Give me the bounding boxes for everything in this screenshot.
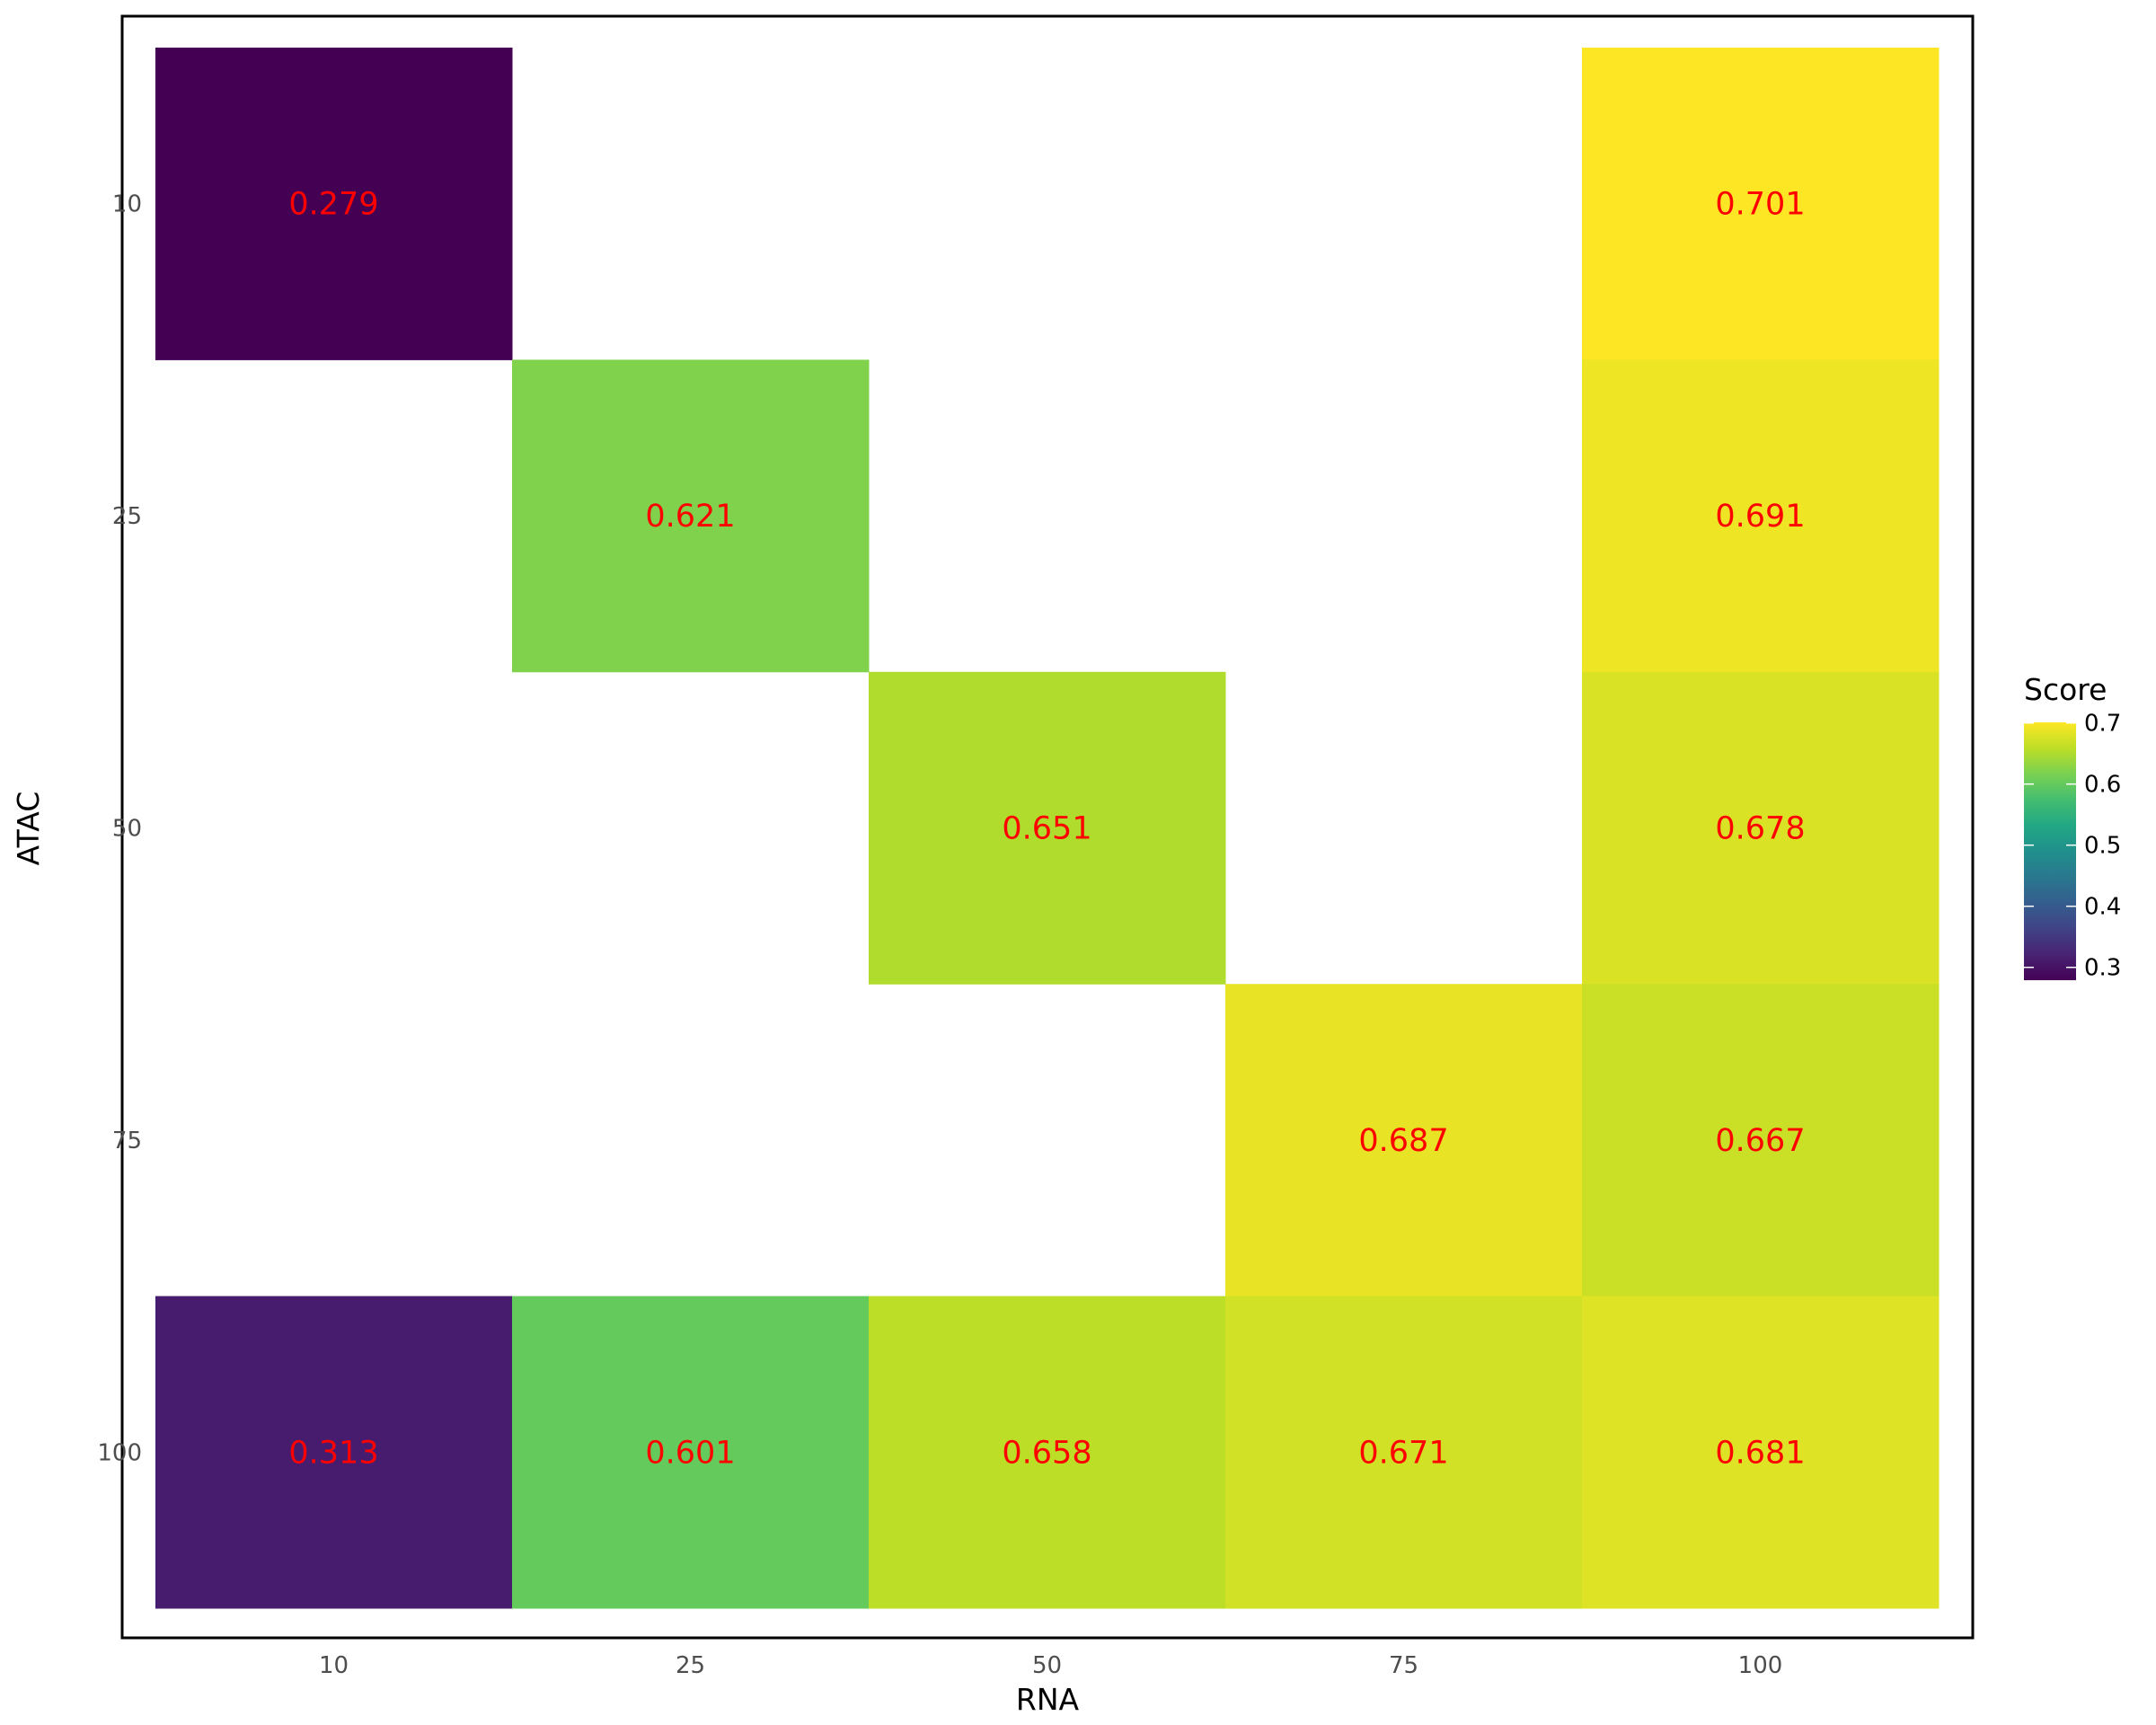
heatmap-cell (1582, 48, 1940, 360)
cell-value-label: 0.313 (288, 1435, 378, 1471)
legend-tick-label: 0.5 (2084, 833, 2121, 860)
legend-tick-label: 0.7 (2084, 711, 2121, 738)
heatmap-cell (869, 671, 1226, 985)
legend-ticks: 0.3 0.4 0.5 0.6 0.7 (2024, 711, 2121, 982)
cell-value-label: 0.601 (645, 1435, 735, 1471)
cell-value-label: 0.691 (1715, 499, 1805, 535)
heatmap-cell (155, 48, 513, 360)
heatmap-cell (1582, 1296, 1940, 1609)
y-tick-label: 50 (112, 816, 142, 843)
x-tick-label: 75 (1389, 1652, 1418, 1679)
cell-value-label: 0.671 (1358, 1435, 1448, 1471)
cell-value-label: 0.678 (1715, 811, 1805, 847)
y-tick-label: 10 (112, 191, 142, 218)
legend-tick-label: 0.3 (2084, 955, 2121, 982)
x-tick-label: 25 (676, 1652, 705, 1679)
legend-tick-label: 0.6 (2084, 772, 2121, 799)
x-tick-label: 50 (1032, 1652, 1062, 1679)
x-tick-label: 10 (319, 1652, 349, 1679)
heatmap-cell (512, 1296, 870, 1609)
cell-value-label: 0.621 (645, 499, 735, 535)
heatmap-cell (869, 1296, 1226, 1609)
cell-value-label: 0.658 (1002, 1435, 1091, 1471)
cell-value-label: 0.701 (1715, 187, 1805, 223)
legend-title: Score (2024, 672, 2107, 707)
y-axis-ticks: 10 25 50 75 100 (97, 191, 142, 1467)
color-legend: Score 0.3 0.4 0.5 0.6 0.7 (2024, 672, 2121, 982)
cell-value-label: 0.279 (288, 187, 378, 223)
x-tick-label: 100 (1738, 1652, 1783, 1679)
heatmap-cell (155, 1296, 513, 1609)
legend-colorbar (2024, 722, 2076, 980)
heatmap-cell (1225, 1296, 1583, 1609)
x-axis-title: RNA (1016, 1682, 1080, 1717)
panel-border (120, 14, 1975, 1640)
cell-value-label: 0.667 (1715, 1123, 1805, 1159)
y-tick-label: 25 (112, 503, 142, 530)
legend-tick-label: 0.4 (2084, 894, 2121, 921)
cell-value-label: 0.687 (1358, 1123, 1448, 1159)
y-tick-label: 75 (112, 1128, 142, 1154)
heatmap-cell (1582, 671, 1940, 985)
cell-value-label: 0.681 (1715, 1435, 1805, 1471)
heatmap-cells (155, 48, 1940, 1609)
heatmap-cell (1582, 359, 1940, 673)
cell-value-label: 0.651 (1002, 811, 1091, 847)
heatmap-cell (1225, 984, 1583, 1297)
y-tick-label: 100 (97, 1439, 142, 1466)
heatmap-cell-labels: 0.279 0.701 0.621 0.691 0.651 0.678 0.687 0.667… (288, 187, 1805, 1472)
x-axis-ticks: 10 25 50 75 100 (319, 1652, 1782, 1679)
heatmap-cell (1582, 984, 1940, 1297)
y-axis-title: ATAC (11, 792, 46, 866)
heatmap-cell (512, 359, 870, 673)
